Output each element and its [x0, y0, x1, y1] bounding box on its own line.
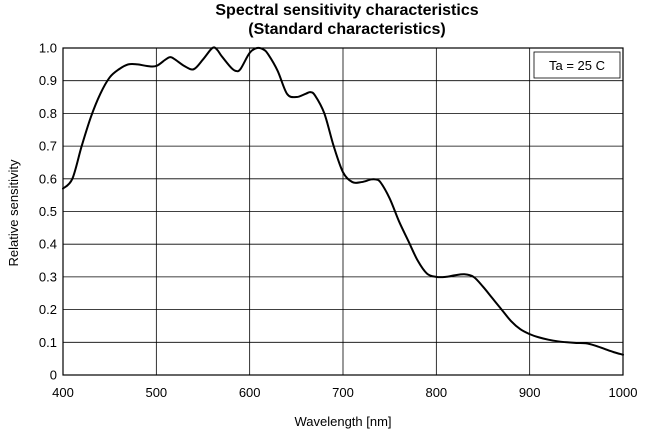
x-tick-label: 900	[519, 385, 541, 400]
x-tick-label: 600	[239, 385, 261, 400]
y-tick-label: 0.3	[39, 269, 57, 284]
annotation-box	[533, 51, 621, 79]
y-axis-label: Relative sensitivity	[6, 159, 21, 266]
y-tick-label: 0.2	[39, 302, 57, 317]
x-tick-label: 1000	[609, 385, 638, 400]
temperature-annotation: Ta = 25 C	[549, 58, 605, 73]
y-tick-label: 0.1	[39, 335, 57, 350]
y-tick-label: 1.0	[39, 41, 57, 56]
x-axis-label: Wavelength [nm]	[294, 414, 391, 429]
y-tick-label: 0.5	[39, 204, 57, 219]
plot-frame	[62, 47, 624, 376]
y-tick-label: 0.8	[39, 106, 57, 121]
grid-lines	[63, 48, 623, 375]
y-tick-label: 0.4	[39, 237, 57, 252]
chart-title: Spectral sensitivity characteristics	[215, 2, 478, 19]
y-tick-label: 0.9	[39, 73, 57, 88]
y-tick-label: 0.6	[39, 171, 57, 186]
y-tick-label: 0	[50, 368, 57, 383]
y-tick-labels: 0 0.1 0.2 0.3 0.4 0.5 0.6 0.7 0.8 0.9 1.0	[39, 41, 57, 383]
x-tick-label: 400	[52, 385, 74, 400]
sensitivity-curve	[62, 46, 624, 356]
x-tick-labels: 400 500 600 700 800 900 1000	[52, 385, 637, 400]
x-tick-label: 800	[425, 385, 447, 400]
x-tick-label: 500	[145, 385, 167, 400]
x-tick-label: 700	[332, 385, 354, 400]
y-tick-label: 0.7	[39, 139, 57, 154]
chart-subtitle: (Standard characteristics)	[248, 21, 445, 38]
